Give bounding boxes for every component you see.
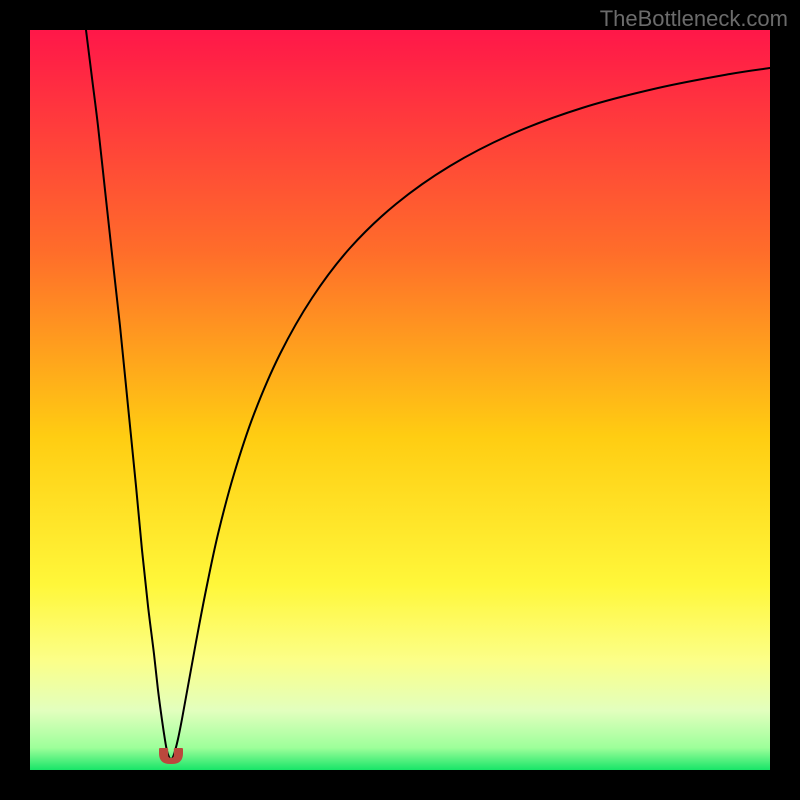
bottleneck-chart (30, 30, 770, 770)
watermark-text: TheBottleneck.com (600, 6, 788, 32)
chart-background (30, 30, 770, 770)
chart-svg (30, 30, 770, 770)
